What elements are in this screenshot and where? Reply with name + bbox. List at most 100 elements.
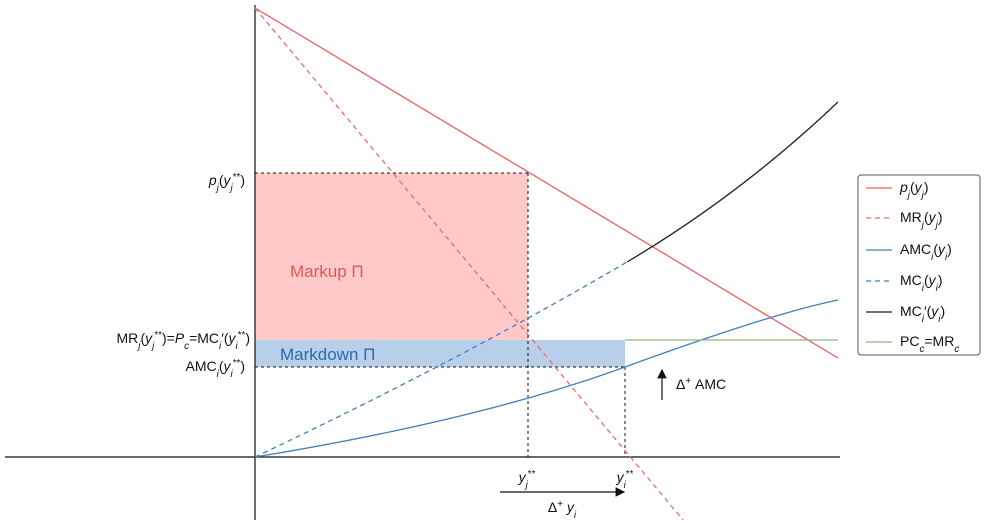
label-part: c [919,344,924,355]
label-part: y [228,330,237,346]
amc-curve [254,299,839,458]
label-part: ) [924,179,929,195]
label-part: j [229,183,234,194]
label-part: c [184,341,189,352]
label-part: y [223,358,232,374]
label-part: ′( [221,330,229,346]
legend-label: pj(yj) [899,179,929,201]
guides [255,172,626,457]
label-part: i [219,341,222,352]
label-part: MC [900,272,922,288]
label-part: j [920,190,925,201]
label-part: i [624,480,627,491]
label-part: AMC [691,376,726,392]
label-part: + [685,376,691,387]
markup-label: Markup Π [290,262,364,281]
label-part: ) [947,241,952,257]
legend-label: MCi′(yi) [900,303,945,325]
label-part: ) [940,303,945,319]
label-part: AMC [900,241,931,257]
label-part: ** [626,469,634,480]
label-part: Δ [548,499,557,515]
label-part: j [136,341,141,352]
label-part: ( [933,241,938,257]
label-part: y [930,303,939,319]
label-part: j [215,183,220,194]
label-part: ′( [924,303,932,319]
price-label: pj(yj**) [208,172,245,194]
label-part: ( [910,179,915,195]
label-part: ) [240,358,245,374]
label-part: y [937,241,946,257]
label-part: Δ [676,376,685,392]
amc-label: AMCi(yi**) [186,358,245,380]
label-part: ) [938,272,943,288]
label-part: y [566,499,575,515]
mc-curve [254,261,628,458]
label-part: ( [140,330,145,346]
label-part: y [144,330,153,346]
legend-box [857,174,981,356]
legend-label: PCc=MRc [900,333,959,355]
label-part: j [934,220,939,231]
demand-line [254,7,839,359]
label-part: i [931,252,934,263]
label-part: ** [154,330,162,341]
label-part: c [954,344,959,355]
label-part: y [928,209,937,225]
legend: pj(yj) MRj(yj) AMCi(yi) MCi(yi) MCi′(yi)… [857,174,981,356]
label-part: ( [219,172,224,188]
markdown-area [255,340,625,367]
label-part: =MR [924,333,954,349]
label-part: MR [117,330,139,346]
label-part: ** [233,358,241,369]
label-part: ( [219,358,224,374]
label-part: PC [900,333,919,349]
label-part: i [945,252,948,263]
label-part: ) [938,209,943,225]
label-part: j [920,220,925,231]
label-part: i [922,314,925,325]
label-part: MR [900,209,922,225]
label-part: Markup Π [290,262,364,281]
label-part: i [938,314,941,325]
label-part: MC [900,303,922,319]
label-part: ) [245,330,250,346]
label-part: + [557,499,563,510]
label-part: i [936,283,939,294]
markup-area [255,173,528,340]
legend-label: AMCi(yi) [900,241,952,263]
label-part: )= [162,330,175,346]
label-part: ** [233,172,241,183]
label-part: j [906,190,911,201]
label-part: j [524,480,529,491]
label-part: i [236,341,239,352]
label-part: =MC [189,330,219,346]
yi-label: yi** [616,469,634,491]
label-part: ) [240,172,245,188]
label-part: p [899,179,908,195]
label-part: ( [924,272,929,288]
label-part: ** [238,330,246,341]
mr-line [254,7,684,521]
label-part: i [574,510,577,521]
markdown-label: Markdown Π [280,345,375,364]
label-part: i [922,283,925,294]
mc-prime-curve [626,101,839,263]
legend-label: MRj(yj) [900,209,943,231]
label-part: ( [924,209,929,225]
label-part: y [518,469,527,485]
legend-label: MCi(yi) [900,272,943,294]
label-part: P [175,330,185,346]
label-part: y [928,272,937,288]
equality-label: MRj(yj**)=Pc=MCi′(yi**) [117,330,251,352]
label-part: y [223,172,232,188]
yj-label: yj** [518,469,536,491]
label-part: i [217,369,220,380]
label-part: ** [528,469,536,480]
label-part: i [231,369,234,380]
delta-y-label: Δ+ yi [548,499,577,521]
label-part: Markdown Π [280,345,375,364]
